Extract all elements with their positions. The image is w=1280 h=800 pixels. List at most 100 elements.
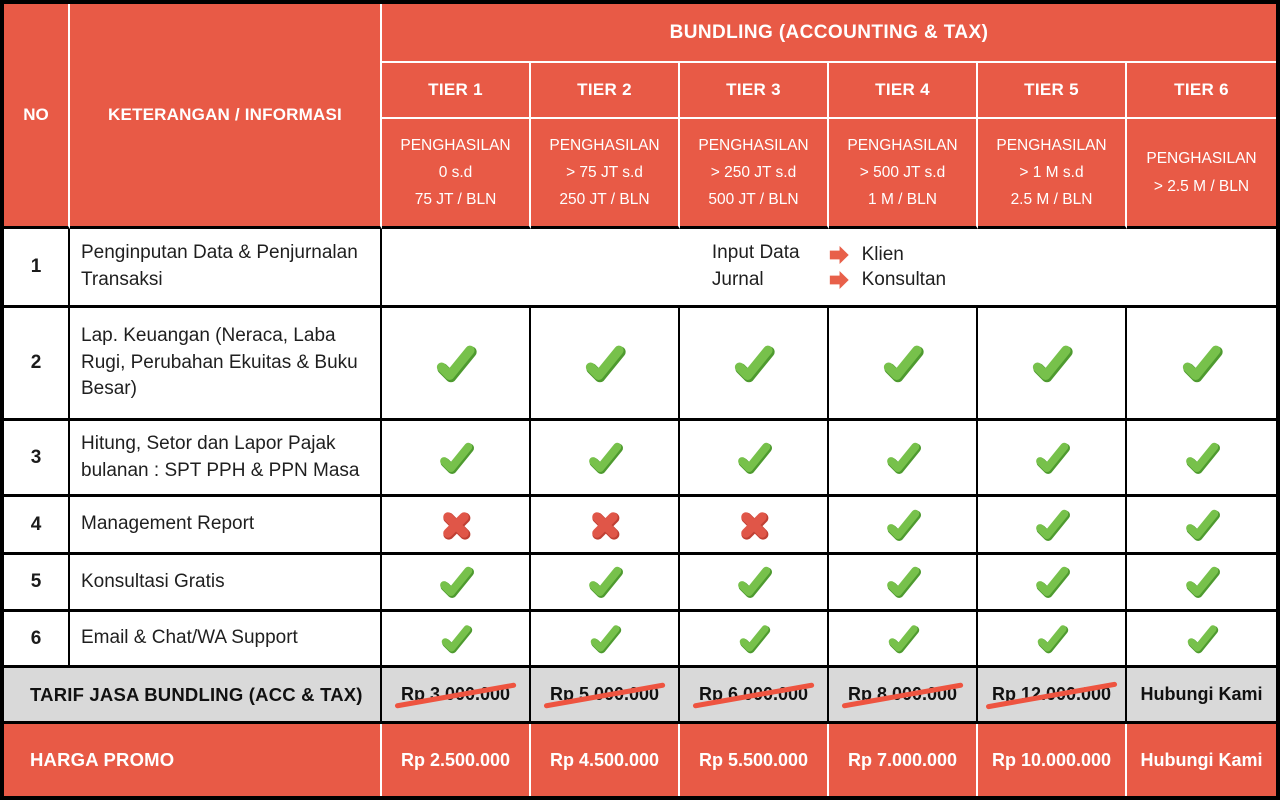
struck-price: Rp 12.000.000 bbox=[991, 684, 1112, 704]
mark-cell bbox=[680, 421, 829, 497]
contact-us-text: Hubungi Kami bbox=[1140, 749, 1263, 770]
mark-cell bbox=[978, 421, 1127, 497]
tier-2-label: TIER 2 bbox=[577, 80, 632, 99]
note-target-konsultan: Konsultan bbox=[826, 268, 947, 291]
promo-price-tier-2: Rp 4.500.000 bbox=[531, 724, 680, 796]
tarif-price-tier-6: Hubungi Kami bbox=[1127, 668, 1276, 724]
mark-cell bbox=[680, 497, 829, 555]
mark-cell bbox=[531, 497, 680, 555]
check-icon bbox=[734, 438, 774, 478]
row-4-feature-label: Management Report bbox=[70, 497, 382, 555]
check-icon bbox=[1178, 340, 1225, 387]
tarif-row-label: TARIF JASA BUNDLING (ACC & TAX) bbox=[4, 668, 382, 724]
check-icon bbox=[736, 621, 772, 657]
tier-1-income-range: PENGHASILAN 0 s.d 75 JT / BLN bbox=[382, 119, 531, 229]
check-icon bbox=[432, 340, 479, 387]
mark-cell bbox=[382, 308, 531, 421]
row-1-number: 1 bbox=[4, 229, 70, 308]
mark-cell bbox=[829, 497, 978, 555]
check-icon bbox=[1182, 438, 1222, 478]
row-2-feature-label: Lap. Keuangan (Neraca, Laba Rugi, Peruba… bbox=[70, 308, 382, 421]
bundling-title-label: BUNDLING (ACCOUNTING & TAX) bbox=[669, 21, 989, 43]
check-icon bbox=[885, 621, 921, 657]
tier-4-label: TIER 4 bbox=[875, 80, 930, 99]
column-header-no-label: NO bbox=[23, 105, 49, 124]
row-2-number: 2 bbox=[4, 308, 70, 421]
check-icon bbox=[1032, 438, 1072, 478]
row-1-feature-label: Penginputan Data & Penjurnalan Transaksi bbox=[70, 229, 382, 308]
mark-cell bbox=[829, 612, 978, 668]
mark-cell bbox=[829, 555, 978, 612]
check-icon bbox=[883, 505, 923, 545]
tarif-price-tier-4: Rp 8.000.000 bbox=[829, 668, 978, 724]
mark-cell bbox=[680, 308, 829, 421]
mark-cell bbox=[680, 555, 829, 612]
mark-cell bbox=[829, 421, 978, 497]
tarif-price-tier-5: Rp 12.000.000 bbox=[978, 668, 1127, 724]
input-data-note: Input Data Jurnal Klien Konsultan bbox=[382, 229, 1276, 308]
tier-6-header: TIER 6 bbox=[1127, 63, 1276, 119]
promo-row-label: HARGA PROMO bbox=[4, 724, 382, 796]
note-target-label: Klien bbox=[861, 243, 904, 265]
row-3-feature-label: Hitung, Setor dan Lapor Pajak bulanan : … bbox=[70, 421, 382, 497]
check-icon bbox=[436, 438, 476, 478]
struck-price: Rp 6.000.000 bbox=[698, 684, 809, 704]
cross-icon bbox=[585, 505, 625, 545]
mark-cell bbox=[382, 421, 531, 497]
mark-cell bbox=[1127, 497, 1276, 555]
tier-2-income-range: PENGHASILAN > 75 JT s.d 250 JT / BLN bbox=[531, 119, 680, 229]
mark-cell bbox=[978, 497, 1127, 555]
mark-cell bbox=[1127, 421, 1276, 497]
mark-cell bbox=[829, 308, 978, 421]
check-icon bbox=[438, 621, 474, 657]
note-target-klien: Klien bbox=[826, 244, 947, 266]
tarif-price-tier-2: Rp 5.000.000 bbox=[531, 668, 680, 724]
check-icon bbox=[1182, 562, 1222, 602]
mark-cell bbox=[382, 497, 531, 555]
check-icon bbox=[879, 340, 926, 387]
check-icon bbox=[585, 562, 625, 602]
mark-cell bbox=[978, 612, 1127, 668]
tier-3-label: TIER 3 bbox=[726, 80, 781, 99]
check-icon bbox=[436, 562, 476, 602]
tier-3-income-range: PENGHASILAN > 250 JT s.d 500 JT / BLN bbox=[680, 119, 829, 229]
tier-4-header: TIER 4 bbox=[829, 63, 978, 119]
cross-icon bbox=[734, 505, 774, 545]
promo-price-tier-1: Rp 2.500.000 bbox=[382, 724, 531, 796]
mark-cell bbox=[531, 555, 680, 612]
tarif-price-tier-3: Rp 6.000.000 bbox=[680, 668, 829, 724]
mark-cell bbox=[382, 555, 531, 612]
column-header-no: NO bbox=[4, 4, 70, 229]
tier-1-header: TIER 1 bbox=[382, 63, 531, 119]
check-icon bbox=[1034, 621, 1070, 657]
row-3-number: 3 bbox=[4, 421, 70, 497]
contact-us-text: Hubungi Kami bbox=[1140, 684, 1263, 704]
tier-6-label: TIER 6 bbox=[1174, 80, 1229, 99]
tier-5-header: TIER 5 bbox=[978, 63, 1127, 119]
arrow-right-icon bbox=[826, 269, 852, 291]
mark-cell bbox=[1127, 555, 1276, 612]
arrow-right-icon bbox=[826, 244, 852, 266]
check-icon bbox=[1032, 562, 1072, 602]
check-icon bbox=[883, 438, 923, 478]
mark-cell bbox=[978, 555, 1127, 612]
check-icon bbox=[1182, 505, 1222, 545]
note-targets: Klien Konsultan bbox=[826, 244, 947, 291]
tier-4-income-range: PENGHASILAN > 500 JT s.d 1 M / BLN bbox=[829, 119, 978, 229]
check-icon bbox=[734, 562, 774, 602]
row-6-number: 6 bbox=[4, 612, 70, 668]
check-icon bbox=[585, 438, 625, 478]
tier-2-header: TIER 2 bbox=[531, 63, 680, 119]
row-5-number: 5 bbox=[4, 555, 70, 612]
bundling-title: BUNDLING (ACCOUNTING & TAX) bbox=[382, 4, 1276, 63]
note-target-label: Konsultan bbox=[861, 268, 947, 290]
check-icon bbox=[587, 621, 623, 657]
check-icon bbox=[730, 340, 777, 387]
cross-icon bbox=[436, 505, 476, 545]
promo-price-tier-4: Rp 7.000.000 bbox=[829, 724, 978, 796]
check-icon bbox=[1184, 621, 1220, 657]
check-icon bbox=[1028, 340, 1075, 387]
note-text: Input Data Jurnal bbox=[711, 242, 800, 290]
mark-cell bbox=[531, 308, 680, 421]
promo-price-tier-5: Rp 10.000.000 bbox=[978, 724, 1127, 796]
